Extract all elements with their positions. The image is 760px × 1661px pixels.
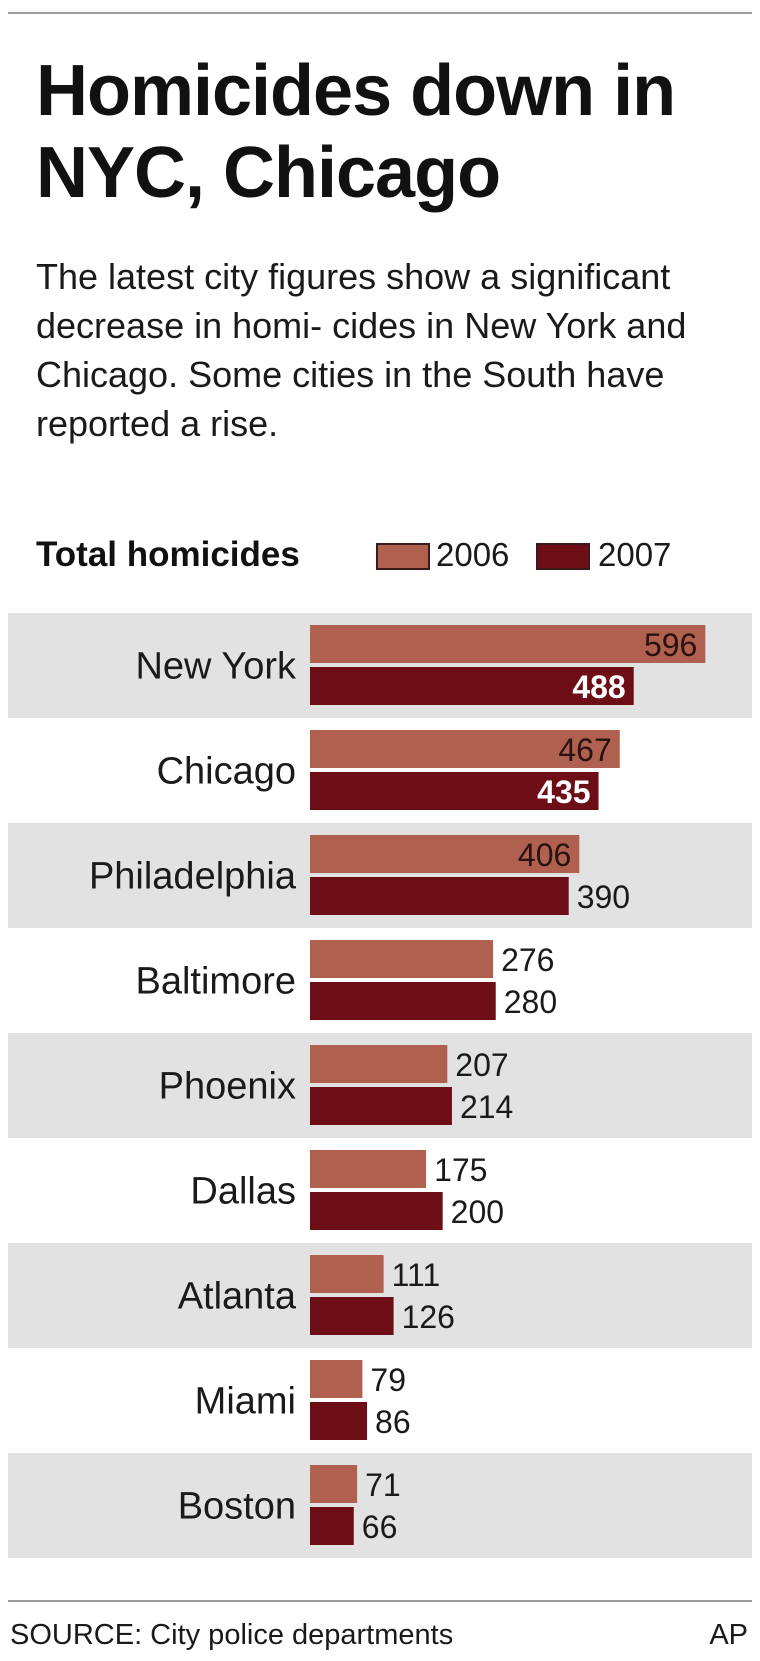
bar-atlanta-2007	[310, 1297, 394, 1335]
category-label-miami: Miami	[195, 1381, 296, 1423]
category-label-dallas: Dallas	[190, 1171, 296, 1213]
value-label-philadelphia-2006: 406	[518, 837, 571, 873]
value-label-boston-2006: 71	[365, 1467, 401, 1503]
value-label-baltimore-2006: 276	[501, 942, 554, 978]
category-label-philadelphia: Philadelphia	[89, 856, 297, 898]
bar-phoenix-2007	[310, 1087, 452, 1125]
bar-phoenix-2006	[310, 1045, 448, 1083]
value-label-baltimore-2007: 280	[504, 984, 557, 1020]
value-label-dallas-2006: 175	[434, 1152, 487, 1188]
value-label-miami-2006: 79	[370, 1362, 406, 1398]
category-label-baltimore: Baltimore	[136, 961, 297, 1003]
legend: Total homicides 2006 2007	[36, 530, 756, 580]
legend-title: Total homicides	[36, 535, 300, 574]
value-label-atlanta-2007: 126	[402, 1299, 455, 1335]
legend-label-2007: 2007	[598, 536, 672, 573]
bar-dallas-2007	[310, 1192, 443, 1230]
source-note: SOURCE: City police departments	[10, 1619, 454, 1651]
value-label-miami-2007: 86	[375, 1404, 411, 1440]
value-label-new-york-2007: 488	[572, 669, 625, 705]
category-label-chicago: Chicago	[157, 751, 296, 793]
value-label-phoenix-2007: 214	[460, 1089, 513, 1125]
category-label-new-york: New York	[135, 646, 297, 688]
bar-chicago-2006	[310, 730, 620, 768]
bar-chicago-2007	[310, 772, 599, 810]
bar-new-york-2006	[310, 625, 706, 663]
category-label-boston: Boston	[178, 1486, 296, 1528]
bar-philadelphia-2006	[310, 835, 580, 873]
category-label-atlanta: Atlanta	[178, 1276, 297, 1318]
bar-philadelphia-2007	[310, 877, 569, 915]
bar-dallas-2006	[310, 1150, 427, 1188]
bar-miami-2007	[310, 1402, 368, 1440]
bar-boston-2007	[310, 1507, 354, 1545]
value-label-phoenix-2006: 207	[455, 1047, 508, 1083]
chart-title: Homicides down in NYC, Chicago	[36, 51, 676, 213]
top-rule	[8, 12, 752, 14]
value-label-new-york-2006: 596	[644, 627, 697, 663]
value-label-boston-2007: 66	[362, 1509, 398, 1545]
bar-atlanta-2006	[310, 1255, 384, 1293]
value-label-philadelphia-2007: 390	[577, 879, 630, 915]
value-label-atlanta-2006: 111	[392, 1257, 441, 1293]
bottom-rule	[8, 1600, 752, 1602]
value-label-dallas-2007: 200	[451, 1194, 504, 1230]
value-label-chicago-2007: 435	[537, 774, 590, 810]
legend-swatch-2007	[536, 543, 590, 570]
bar-baltimore-2006	[310, 940, 494, 978]
bar-baltimore-2007	[310, 982, 496, 1020]
legend-swatch-2006	[376, 543, 430, 570]
row-band-boston	[8, 1453, 752, 1558]
chart-subtitle: The latest city figures show a significa…	[36, 256, 687, 444]
legend-label-2006: 2006	[436, 536, 510, 573]
bar-miami-2006	[310, 1360, 363, 1398]
category-label-phoenix: Phoenix	[159, 1066, 296, 1108]
bar-new-york-2007	[310, 667, 634, 705]
credit-label: AP	[709, 1619, 748, 1651]
bar-chart: New York 596 488 Chicago 467 435 Philadelphia 4…	[8, 613, 752, 1558]
value-label-chicago-2006: 467	[558, 732, 611, 768]
bar-boston-2006	[310, 1465, 358, 1503]
